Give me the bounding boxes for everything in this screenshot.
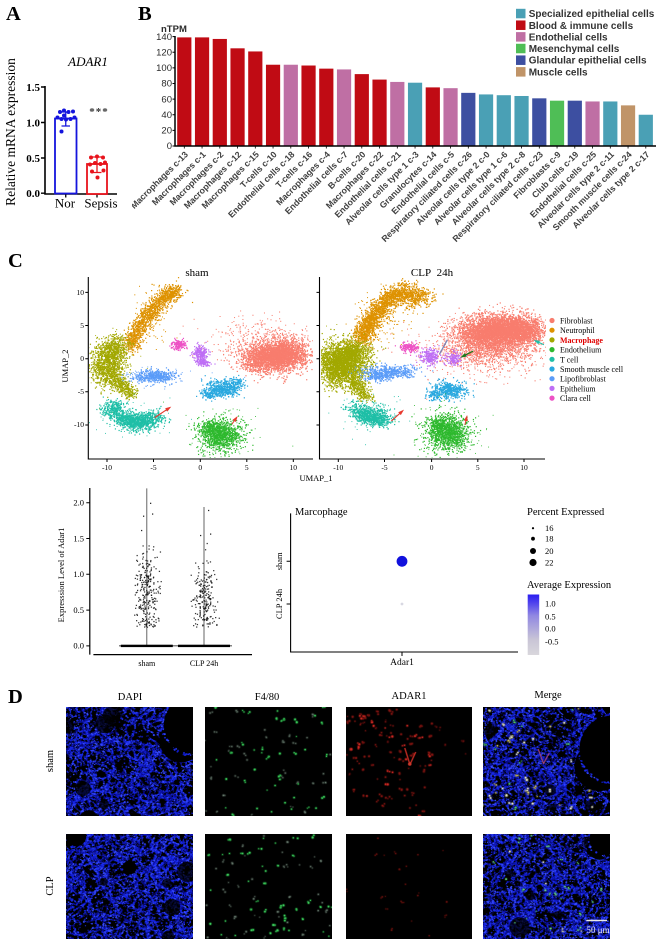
svg-text:0: 0	[430, 463, 434, 472]
svg-text:-5: -5	[78, 387, 84, 396]
svg-text:0.5: 0.5	[73, 605, 84, 615]
svg-text:CLP 24h: CLP 24h	[274, 588, 284, 619]
svg-text:DAPI: DAPI	[118, 692, 143, 703]
svg-text:-10: -10	[102, 463, 112, 472]
svg-text:100: 100	[156, 63, 172, 74]
svg-text:C: C	[8, 250, 23, 272]
svg-text:sham: sham	[274, 552, 284, 570]
svg-text:2.0: 2.0	[73, 498, 84, 508]
svg-text:22: 22	[545, 558, 554, 568]
svg-text:CLP 24h: CLP 24h	[190, 659, 218, 668]
svg-text:***: ***	[89, 106, 109, 118]
svg-text:1.5: 1.5	[73, 533, 84, 543]
svg-text:0.5: 0.5	[545, 611, 556, 621]
svg-text:-10: -10	[74, 420, 84, 429]
svg-text:10: 10	[290, 463, 298, 472]
svg-text:ADAR1: ADAR1	[67, 54, 108, 69]
svg-text:1.5: 1.5	[26, 82, 40, 94]
svg-text:Blood & immune cells: Blood & immune cells	[529, 21, 634, 32]
svg-text:Lipofibroblast: Lipofibroblast	[560, 375, 607, 384]
svg-text:5: 5	[80, 321, 84, 330]
svg-text:Endothelium: Endothelium	[560, 346, 602, 355]
svg-text:UMAP_2: UMAP_2	[60, 349, 70, 382]
svg-text:0.0: 0.0	[73, 641, 84, 651]
svg-text:Percent Expressed: Percent Expressed	[527, 507, 605, 518]
svg-text:Relative mRNA expression: Relative mRNA expression	[3, 58, 18, 206]
svg-text:40: 40	[161, 110, 172, 121]
svg-text:80: 80	[161, 79, 172, 90]
svg-text:Average Expression: Average Expression	[527, 580, 612, 591]
svg-text:1.0: 1.0	[545, 599, 556, 609]
svg-text:D: D	[8, 686, 23, 708]
svg-text:A: A	[6, 3, 21, 25]
svg-text:Merge: Merge	[534, 690, 562, 701]
svg-text:Smooth muscle cell: Smooth muscle cell	[560, 365, 624, 374]
svg-text:ADAR1: ADAR1	[391, 691, 426, 702]
svg-text:16: 16	[545, 523, 554, 533]
svg-text:Fibroblast: Fibroblast	[560, 317, 593, 326]
svg-text:-5: -5	[150, 463, 156, 472]
svg-text:-10: -10	[333, 463, 343, 472]
svg-text:Endothelial cells: Endothelial cells	[529, 32, 608, 43]
svg-text:Sepsis: Sepsis	[84, 196, 117, 211]
svg-text:B: B	[138, 3, 152, 25]
svg-text:0.0: 0.0	[26, 188, 40, 200]
svg-text:Specialized epithelial cells: Specialized epithelial cells	[529, 9, 655, 20]
svg-text:1.0: 1.0	[73, 569, 84, 579]
svg-text:-0.5: -0.5	[545, 637, 558, 647]
svg-text:10: 10	[520, 463, 528, 472]
svg-text:18: 18	[545, 534, 554, 544]
svg-text:Muscle cells: Muscle cells	[529, 67, 588, 78]
svg-text:0.0: 0.0	[545, 624, 556, 634]
svg-text:T cell: T cell	[560, 355, 579, 364]
svg-text:5: 5	[245, 463, 249, 472]
svg-text:sham: sham	[185, 267, 209, 279]
svg-text:F4/80: F4/80	[255, 692, 280, 703]
svg-text:5: 5	[476, 463, 480, 472]
svg-text:10: 10	[77, 288, 85, 297]
svg-text:CLP 24h: CLP 24h	[411, 267, 454, 279]
svg-text:Mesenchymal cells: Mesenchymal cells	[529, 44, 620, 55]
svg-text:nTPM: nTPM	[161, 24, 187, 35]
svg-text:UMAP_1: UMAP_1	[299, 473, 332, 483]
svg-text:Nor: Nor	[55, 196, 76, 211]
svg-text:0.5: 0.5	[26, 153, 40, 165]
svg-text:Marcophage: Marcophage	[295, 507, 348, 518]
svg-text:20: 20	[545, 546, 554, 556]
svg-text:CLP: CLP	[45, 876, 56, 895]
svg-text:1.0: 1.0	[26, 118, 40, 130]
svg-text:sham: sham	[45, 750, 56, 772]
svg-text:0: 0	[198, 463, 202, 472]
svg-text:140: 140	[156, 32, 172, 43]
svg-text:Macrophage: Macrophage	[560, 336, 603, 345]
svg-text:Neutrophil: Neutrophil	[560, 326, 595, 335]
svg-text:sham: sham	[138, 659, 156, 668]
svg-text:Glandular epithelial cells: Glandular epithelial cells	[529, 56, 647, 67]
svg-text:60: 60	[161, 94, 172, 105]
svg-text:0: 0	[167, 141, 172, 152]
svg-text:Clara cell: Clara cell	[560, 394, 592, 403]
svg-text:Adar1: Adar1	[390, 658, 414, 668]
svg-text:0: 0	[80, 354, 84, 363]
svg-text:20: 20	[161, 126, 172, 137]
svg-text:-5: -5	[381, 463, 387, 472]
svg-text:120: 120	[156, 47, 172, 58]
svg-text:Epithelium: Epithelium	[560, 384, 596, 393]
svg-text:Expresssion Level of Adar1: Expresssion Level of Adar1	[56, 528, 66, 623]
